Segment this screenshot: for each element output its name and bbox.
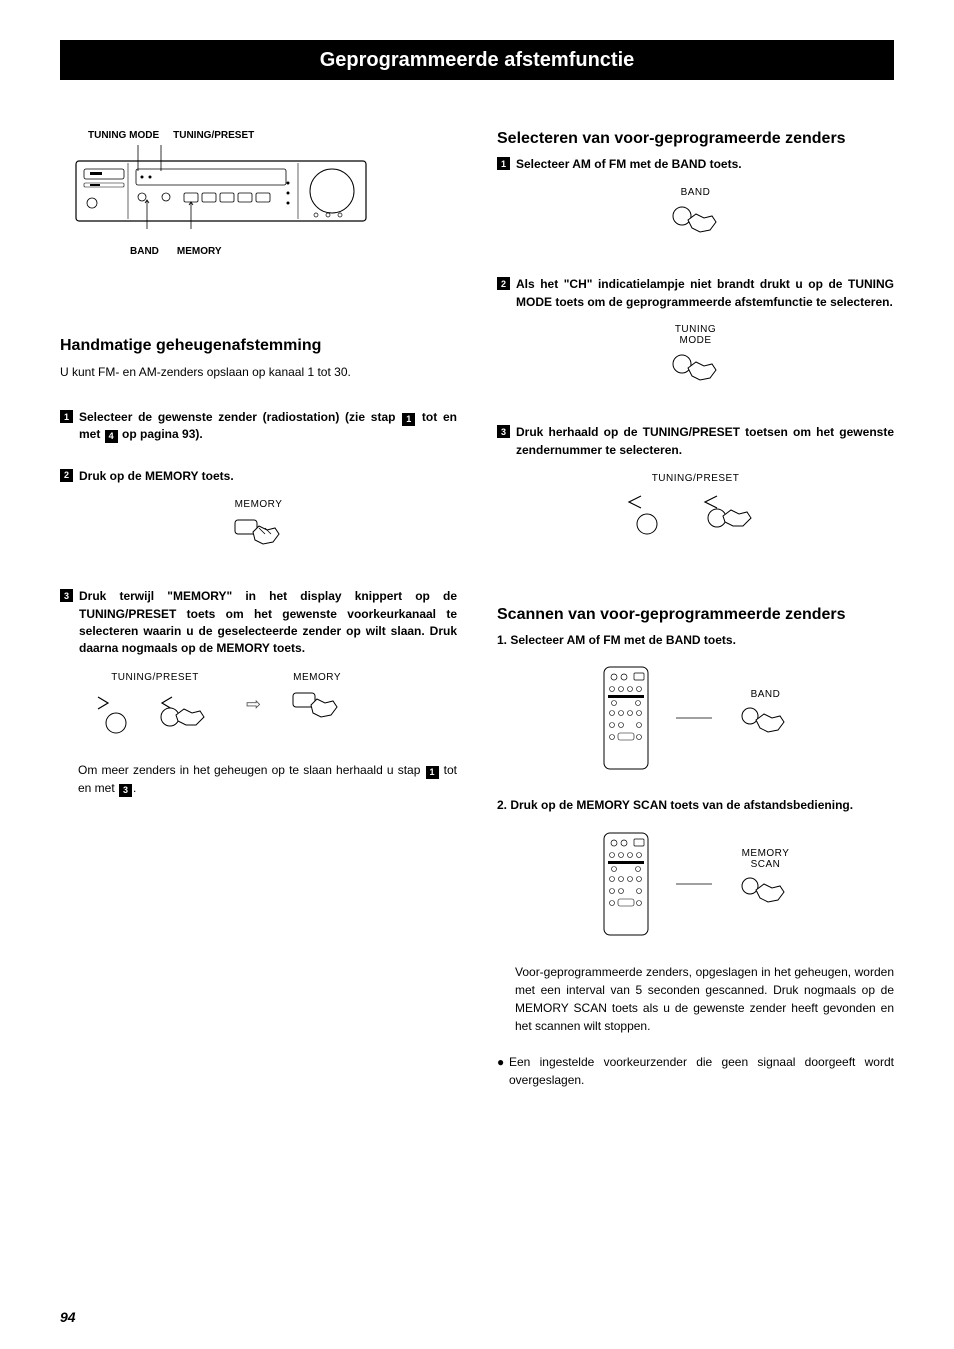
- memory-label-2: MEMORY: [293, 672, 341, 683]
- section-select-title: Selecteren van voor-geprogrameerde zende…: [497, 130, 894, 148]
- badge-1-inline-icon: 1: [402, 413, 415, 426]
- select-step3-text: Druk herhaald op de TUNING/PRESET toetse…: [516, 424, 894, 459]
- memory-scan-label: MEMORY SCAN: [742, 849, 790, 870]
- badge-2-icon: 2: [497, 277, 510, 290]
- badge-1-icon: 1: [497, 157, 510, 170]
- select-step2-text: Als het "CH" indicatielampje niet brandt…: [516, 276, 894, 311]
- remote-memscan-illustration: MEMORY SCAN: [497, 829, 894, 939]
- tuning-mode-l2: MODE: [675, 336, 716, 347]
- badge-3-icon: 3: [60, 589, 73, 602]
- badge-3-inline-icon: 3: [119, 784, 132, 797]
- tuning-mode-label: TUNING MODE: [675, 325, 716, 346]
- band-label: BAND: [681, 187, 711, 198]
- receiver-diagram: [66, 145, 457, 240]
- page-number: 94: [60, 1309, 76, 1325]
- arrow-right-icon: ⇨: [246, 694, 261, 715]
- label-band: BAND: [130, 246, 159, 257]
- badge-4-inline-icon: 4: [105, 430, 118, 443]
- tuning-mode-press-illustration: TUNING MODE: [497, 325, 894, 400]
- scan-bullet-text: Een ingestelde voorkeurzender die geen s…: [509, 1053, 894, 1089]
- press-hand-icon: [736, 704, 796, 748]
- tuning-memory-illustration: TUNING/PRESET ⇨ MEMORY: [60, 672, 457, 737]
- band-label-2: BAND: [751, 689, 781, 700]
- remote-icon: [596, 829, 656, 939]
- section-scan-title: Scannen van voor-geprogrammeerde zenders: [497, 606, 894, 624]
- scan-step-2: 2. Druk op de MEMORY SCAN toets van de a…: [497, 797, 894, 814]
- badge-1-inline2-icon: 1: [426, 766, 439, 779]
- step1-text-a: Selecteer de gewenste zender (radiostati…: [79, 410, 401, 424]
- bullet-icon: ●: [497, 1053, 503, 1089]
- callout-line-icon: [676, 703, 716, 733]
- label-tuning-mode: TUNING MODE: [88, 130, 159, 141]
- label-memory: MEMORY: [177, 246, 222, 257]
- page-title: Geprogrammeerde afstemfunctie: [320, 49, 635, 72]
- left-column: TUNING MODE TUNING/PRESET: [60, 130, 457, 1089]
- manual-step-1: 1 Selecteer de gewenste zender (radiosta…: [60, 409, 457, 444]
- remote-icon: [596, 663, 656, 773]
- manual-step-3: 3 Druk terwijl "MEMORY" in het display k…: [60, 588, 457, 658]
- section-manual-title: Handmatige geheugenafstemming: [60, 337, 457, 355]
- tuning-preset-label: TUNING/PRESET: [111, 672, 199, 683]
- select-step-3: 3 Druk herhaald op de TUNING/PRESET toet…: [497, 424, 894, 459]
- press-hand-icon: [736, 874, 796, 918]
- tuning-preset-buttons-icon: [621, 488, 771, 538]
- scan-bullet: ● Een ingestelde voorkeurzender die geen…: [497, 1053, 894, 1089]
- step3-text: Druk terwijl "MEMORY" in het display kni…: [79, 588, 457, 658]
- press-hand-icon: [287, 687, 347, 737]
- step2-text: Druk op de MEMORY toets.: [79, 468, 457, 485]
- step1-text-c: op pagina 93).: [119, 427, 203, 441]
- tuning-preset-press-illustration: TUNING/PRESET: [497, 473, 894, 538]
- select-step1-text: Selecteer AM of FM met de BAND toets.: [516, 156, 894, 173]
- memscan-l2: SCAN: [742, 860, 790, 871]
- scan-paragraph: Voor-geprogrammeerde zenders, opgeslagen…: [497, 963, 894, 1035]
- label-tuning-preset: TUNING/PRESET: [173, 130, 254, 141]
- note-a: Om meer zenders in het geheugen op te sl…: [78, 763, 425, 777]
- note-c: .: [133, 781, 136, 795]
- content-columns: TUNING MODE TUNING/PRESET: [60, 130, 894, 1089]
- tuning-preset-buttons-icon: [90, 687, 220, 737]
- press-hand-icon: [666, 350, 726, 400]
- right-column: Selecteren van voor-geprogrameerde zende…: [497, 130, 894, 1089]
- memory-press-illustration: MEMORY: [60, 499, 457, 564]
- band-press-illustration: BAND: [497, 187, 894, 252]
- memory-label: MEMORY: [235, 499, 283, 510]
- press-hand-icon: [229, 514, 289, 564]
- manual-step-2: 2 Druk op de MEMORY toets.: [60, 468, 457, 485]
- section-manual-intro: U kunt FM- en AM-zenders opslaan op kana…: [60, 363, 457, 381]
- scan-step-1: 1. Selecteer AM of FM met de BAND toets.: [497, 632, 894, 649]
- manual-note: Om meer zenders in het geheugen op te sl…: [60, 761, 457, 798]
- press-hand-icon: [666, 202, 726, 252]
- badge-2-icon: 2: [60, 469, 73, 482]
- select-step-1: 1 Selecteer AM of FM met de BAND toets.: [497, 156, 894, 173]
- select-step-2: 2 Als het "CH" indicatielampje niet bran…: [497, 276, 894, 311]
- badge-1-icon: 1: [60, 410, 73, 423]
- remote-band-illustration: BAND: [497, 663, 894, 773]
- badge-3-icon: 3: [497, 425, 510, 438]
- tuning-preset-label: TUNING/PRESET: [652, 473, 740, 484]
- diagram-bottom-labels: BAND MEMORY: [130, 246, 457, 257]
- diagram-top-labels: TUNING MODE TUNING/PRESET: [88, 130, 457, 141]
- callout-line-icon: [676, 869, 716, 899]
- page-header: Geprogrammeerde afstemfunctie: [60, 40, 894, 80]
